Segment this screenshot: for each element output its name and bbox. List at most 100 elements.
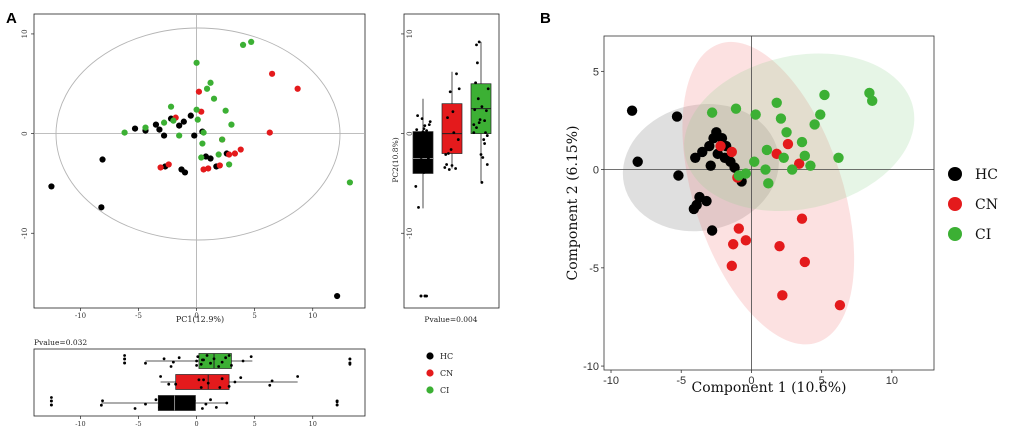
plsda-point-ci — [778, 152, 789, 164]
panel-b-legend: HC CN CI — [948, 167, 998, 243]
pc2-box-cn-jitter-point — [456, 138, 460, 141]
pc2-box-cn-jitter-point — [457, 87, 461, 91]
plsda-point-ci — [867, 95, 878, 107]
pc2-box-hc-jitter-point — [422, 127, 426, 131]
pc1-box-cn-jitter-point — [233, 380, 237, 384]
pc1-box-ci-jitter-point — [249, 355, 253, 358]
pc2-box-ci-jitter-point — [476, 61, 479, 65]
pc2-box-hc-jitter-point — [424, 155, 428, 158]
pc2-box-hc-jitter-point — [421, 130, 425, 134]
pc1-box-hc-jitter-point — [133, 407, 137, 410]
plsda-point-cn — [796, 213, 808, 224]
plsda-point-hc — [690, 152, 701, 164]
plsda-point-cn — [726, 260, 737, 272]
pc1-x-ticks: -10 -5 0 5 10 — [75, 416, 317, 428]
pca-x-ticks: -10 -5 0 5 10 — [75, 308, 317, 320]
pc2-box-ci-jitter-point — [485, 134, 489, 137]
pca-point-ci — [170, 117, 177, 124]
pc1-box-ci — [198, 353, 232, 369]
pc1-x-tick-label: 10 — [309, 420, 317, 428]
pc2-box-ci-jitter-point — [477, 40, 481, 44]
pc2-box-hc-jitter-point — [415, 128, 419, 132]
pc2-box-hc-jitter-point — [414, 165, 418, 168]
plsda-point-hc — [706, 225, 718, 236]
pc2-y-axis-label: PC2(10.8%) — [391, 137, 400, 182]
pc2-box-cn-jitter-point — [446, 116, 449, 120]
pc1-box-hc-jitter-point — [192, 399, 196, 403]
legend-a-label-cn: CN — [440, 369, 453, 378]
pc2-y-ticks: -10 0 10 — [401, 29, 414, 239]
pc1-x-tick-label: -5 — [135, 420, 141, 428]
plsda-y-tick-label: 0 — [593, 165, 599, 177]
pc2-box-cn-jitter-point — [444, 153, 448, 156]
pc1-box-cn-jitter-point — [202, 378, 205, 382]
plsda-point-hc — [705, 160, 716, 171]
pca-point-hc — [160, 132, 168, 139]
plsda-x-tick-label: -5 — [676, 375, 686, 387]
pc1-box-hc-jitter-point — [225, 401, 229, 405]
legend-a-swatch-hc — [426, 352, 434, 360]
pc1-box-hc-jitter-point — [50, 396, 53, 399]
pc2-box-hc-jitter-point — [423, 124, 427, 128]
pc1-box-hc-jitter-point — [169, 397, 173, 400]
pc2-box-cn-jitter-point — [449, 148, 453, 151]
plsda-scatter-plot: -10 -5 0 5 10 -10 -5 0 5 Component 1 (10.6%) Co… — [565, 35, 935, 396]
pc2-box-cn-jitter-point — [448, 90, 452, 94]
plsda-point-hc — [716, 132, 728, 144]
plsda-point-cn — [774, 241, 785, 252]
pc1-box-hc-jitter-point — [183, 404, 187, 408]
pca-points — [48, 38, 354, 300]
pca-point-ci — [199, 140, 206, 147]
pca-point-cn — [231, 150, 239, 157]
plsda-point-ci — [805, 160, 816, 171]
pca-y-tick-label: 10 — [21, 29, 29, 38]
pc2-y-tick-label: 10 — [406, 29, 414, 38]
plsda-x-axis-label: Component 1 (10.6%) — [692, 380, 847, 396]
pc2-box-cn-jitter-point — [450, 164, 454, 167]
plsda-point-hc — [729, 162, 740, 173]
pc2-box-hc-jitter-point — [420, 117, 424, 121]
pca-point-ci — [194, 116, 201, 123]
plsda-point-ci — [796, 136, 808, 148]
plsda-point-cn — [777, 290, 788, 301]
pc2-box-hc-jitter-point — [417, 205, 420, 209]
pca-point-hc — [202, 153, 209, 160]
pca-point-hc — [191, 132, 198, 139]
pca-y-tick-label: 0 — [21, 131, 29, 135]
pca-point-ci — [228, 121, 235, 128]
pc2-box-cn-jitter-point — [445, 163, 448, 166]
plsda-point-ci — [799, 150, 811, 162]
pc2-box-ci-jitter-point — [475, 126, 478, 130]
pc2-box-hc-jitter-point — [426, 168, 429, 171]
pc2-box-ci-jitter-point — [483, 119, 486, 123]
pc1-box-hc-outlier — [335, 403, 339, 407]
pc1-x-tick-label: 0 — [195, 420, 199, 428]
pc1-box-cn-jitter-point — [174, 382, 178, 386]
pca-point-ci — [346, 179, 354, 186]
pca-point-cn — [205, 165, 212, 172]
plsda-point-cn — [799, 256, 811, 268]
pca-scatter-plot: -10 -5 0 5 10 -10 0 10 PC1(12.9%) — [21, 13, 366, 324]
pc2-box-cn-jitter-point — [455, 72, 458, 76]
pca-point-cn — [268, 70, 276, 77]
pc2-box-hc-jitter-point — [427, 123, 431, 127]
pc2-box-ci-jitter-point — [472, 131, 476, 134]
pc2-box-hc-jitter-point — [422, 171, 426, 174]
pc2-box-ci-jitter-point — [478, 118, 482, 122]
pc1-box-ci-outlier — [348, 361, 352, 365]
legend-b-swatch-hc — [948, 167, 962, 181]
pc1-box-cn-jitter-point — [268, 383, 272, 387]
pca-point-hc — [152, 121, 160, 128]
plsda-point-hc — [626, 105, 638, 116]
pc1-boxes — [49, 353, 352, 411]
pc1-box-ci-jitter-point — [230, 364, 233, 367]
plsda-point-hc — [632, 156, 643, 167]
pc1-box-ci-outlier — [123, 357, 127, 361]
plsda-point-ci — [761, 144, 773, 156]
pc1-box-ci-jitter-point — [205, 354, 209, 357]
plsda-point-ci — [749, 156, 760, 167]
pc1-box-hc-jitter-point — [163, 397, 167, 400]
pc2-box-ci-jitter-point — [480, 105, 484, 109]
pc1-box-hc-jitter-point — [189, 403, 193, 407]
